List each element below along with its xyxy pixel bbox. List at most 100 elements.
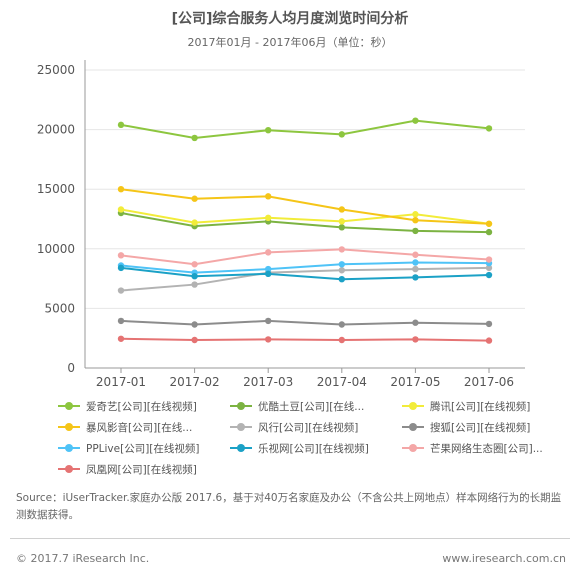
x-tick-label: 2017-03 bbox=[243, 375, 293, 389]
legend-item[interactable]: 风行[公司][在线视频] bbox=[230, 419, 398, 435]
y-tick-label: 5000 bbox=[44, 301, 75, 315]
legend-item[interactable]: 暴风影音[公司][在线... bbox=[58, 419, 226, 435]
data-point bbox=[117, 121, 125, 129]
series-line bbox=[120, 261, 490, 274]
series-1 bbox=[117, 117, 493, 142]
series-6 bbox=[117, 317, 493, 328]
data-point bbox=[265, 317, 272, 325]
series-3 bbox=[117, 206, 493, 227]
data-point bbox=[117, 252, 125, 259]
x-tick-label: 2017-05 bbox=[390, 375, 440, 389]
legend-item[interactable]: PPLive[公司][在线视频] bbox=[58, 440, 226, 456]
legend-item[interactable]: 优酷土豆[公司][在线... bbox=[230, 398, 398, 414]
chart-subtitle: 2017年01月 - 2017年06月（单位：秒） bbox=[187, 36, 393, 49]
data-point bbox=[191, 321, 198, 328]
data-point bbox=[117, 335, 125, 342]
data-point bbox=[485, 256, 493, 263]
x-tick-label: 2017-04 bbox=[317, 375, 367, 389]
data-point bbox=[191, 219, 198, 226]
data-point bbox=[338, 275, 345, 283]
website-link[interactable]: www.iresearch.com.cn bbox=[442, 552, 566, 565]
x-tick-label: 2017-06 bbox=[464, 375, 514, 389]
data-point bbox=[117, 186, 125, 193]
data-point bbox=[412, 211, 419, 218]
series-line bbox=[120, 119, 490, 139]
legend-marker bbox=[402, 443, 424, 453]
legend-label: 腾讯[公司][在线视频] bbox=[430, 400, 531, 413]
data-point bbox=[485, 228, 493, 236]
legend-marker bbox=[58, 401, 80, 411]
legend-marker bbox=[58, 443, 80, 453]
data-point bbox=[485, 264, 493, 272]
line-chart: 0 5000 10000 15000 20000 25000 2017-01 2017-02 2… bbox=[37, 60, 525, 389]
data-point bbox=[485, 320, 493, 328]
y-tick-label: 0 bbox=[67, 361, 75, 375]
legend-label: 搜狐[公司][在线视频] bbox=[430, 421, 531, 434]
data-point bbox=[191, 281, 198, 288]
data-point bbox=[338, 131, 345, 138]
legend-marker bbox=[402, 401, 424, 411]
data-point bbox=[485, 220, 493, 227]
legend-label: 暴风影音[公司][在线... bbox=[86, 421, 193, 434]
data-point bbox=[191, 336, 198, 344]
series-line bbox=[120, 188, 490, 225]
data-point bbox=[338, 336, 345, 344]
data-point bbox=[265, 193, 272, 200]
series-line bbox=[120, 266, 490, 281]
x-tick-label: 2017-02 bbox=[170, 375, 220, 389]
footer-divider bbox=[10, 538, 570, 539]
data-point bbox=[338, 206, 345, 213]
data-point bbox=[117, 287, 125, 294]
y-tick-label: 15000 bbox=[37, 182, 75, 196]
series-line bbox=[120, 319, 490, 326]
legend-marker bbox=[58, 464, 80, 474]
data-point bbox=[485, 125, 493, 132]
data-point bbox=[338, 246, 345, 253]
data-point bbox=[117, 206, 125, 213]
legend-marker bbox=[230, 443, 252, 453]
series-8 bbox=[117, 264, 493, 283]
data-point bbox=[412, 216, 419, 224]
series-2 bbox=[117, 209, 493, 236]
legend-label: 风行[公司][在线视频] bbox=[258, 421, 359, 434]
data-point bbox=[191, 273, 198, 280]
legend-label: 爱奇艺[公司][在线视频] bbox=[86, 400, 197, 413]
legend-item[interactable]: 搜狐[公司][在线视频] bbox=[402, 419, 570, 435]
data-point bbox=[412, 265, 419, 273]
data-point bbox=[117, 264, 125, 272]
series-10 bbox=[117, 335, 493, 344]
series-line bbox=[120, 337, 490, 342]
data-point bbox=[265, 336, 272, 343]
data-point bbox=[412, 259, 419, 266]
series-line bbox=[120, 266, 490, 292]
legend-item[interactable]: 凤凰网[公司][在线视频] bbox=[58, 461, 226, 477]
legend-marker bbox=[58, 422, 80, 432]
data-point bbox=[485, 271, 493, 279]
data-point bbox=[191, 134, 198, 142]
data-point bbox=[412, 274, 419, 281]
data-point bbox=[265, 126, 272, 134]
legend-label: 乐视网[公司][在线视频] bbox=[258, 442, 369, 455]
legend-label: PPLive[公司][在线视频] bbox=[86, 442, 200, 455]
legend-marker bbox=[402, 422, 424, 432]
legend-item[interactable]: 芒果网络生态圈[公司]... bbox=[402, 440, 570, 456]
series-line bbox=[120, 248, 490, 266]
data-point bbox=[117, 317, 125, 325]
legend-item[interactable]: 爱奇艺[公司][在线视频] bbox=[58, 398, 226, 414]
axes: 0 5000 10000 15000 20000 25000 2017-01 2017-02 2… bbox=[37, 60, 525, 389]
series-9 bbox=[117, 246, 493, 268]
data-point bbox=[265, 249, 272, 256]
x-tick-label: 2017-01 bbox=[96, 375, 146, 389]
legend-label: 凤凰网[公司][在线视频] bbox=[86, 463, 197, 476]
data-point bbox=[338, 321, 345, 328]
series-lines bbox=[117, 117, 493, 344]
legend-label: 优酷土豆[公司][在线... bbox=[258, 400, 365, 413]
series-line bbox=[120, 212, 490, 234]
legend-item[interactable]: 腾讯[公司][在线视频] bbox=[402, 398, 570, 414]
data-point bbox=[338, 267, 345, 274]
y-tick-label: 20000 bbox=[37, 123, 75, 137]
legend-marker bbox=[230, 401, 252, 411]
data-point bbox=[412, 336, 419, 343]
legend-item[interactable]: 乐视网[公司][在线视频] bbox=[230, 440, 398, 456]
data-point bbox=[191, 195, 198, 202]
